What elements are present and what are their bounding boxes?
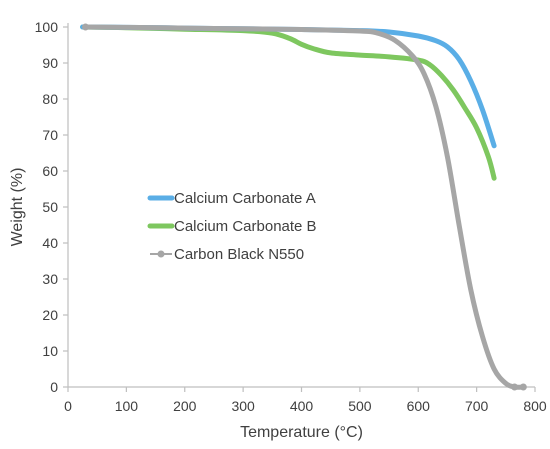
y-tick-label: 10 bbox=[42, 343, 58, 359]
series-line-carbon-black-n550 bbox=[83, 24, 526, 390]
series-point-carbon-black-n550 bbox=[519, 383, 527, 391]
legend-item-calcium-carbonate-a: Calcium Carbonate A bbox=[147, 190, 316, 207]
x-tick-label: 400 bbox=[290, 398, 314, 414]
x-tick-label: 100 bbox=[115, 398, 139, 414]
series-point-carbon-black-n550 bbox=[82, 23, 90, 31]
legend-item-carbon-black-n550: Carbon Black N550 bbox=[150, 246, 304, 263]
x-tick-label: 600 bbox=[407, 398, 431, 414]
x-axis-title: Temperature (°C) bbox=[240, 424, 363, 441]
y-axis-title: Weight (%) bbox=[9, 168, 26, 247]
y-tick-label: 0 bbox=[50, 379, 58, 395]
x-tick-label: 500 bbox=[348, 398, 372, 414]
x-tick-label: 300 bbox=[231, 398, 255, 414]
y-tick-label: 70 bbox=[42, 127, 58, 143]
legend-item-calcium-carbonate-b: Calcium Carbonate B bbox=[147, 218, 317, 235]
x-tick-label: 200 bbox=[173, 398, 197, 414]
y-tick-label: 60 bbox=[42, 163, 58, 179]
x-tick-label: 800 bbox=[523, 398, 547, 414]
y-tick-label: 30 bbox=[42, 271, 58, 287]
legend-label: Calcium Carbonate A bbox=[174, 190, 316, 207]
legend: Calcium Carbonate A Calcium Carbonate B Ca… bbox=[147, 190, 317, 263]
y-tick-label: 80 bbox=[42, 91, 58, 107]
axes: 0 10 20 30 40 50 60 70 80 90 100 0 100 200 300 400 500 60… bbox=[35, 19, 547, 414]
y-tick-label: 40 bbox=[42, 235, 58, 251]
legend-label: Carbon Black N550 bbox=[174, 246, 304, 263]
y-tick-label: 100 bbox=[35, 19, 59, 35]
y-tick-label: 90 bbox=[42, 55, 58, 71]
series-line-calcium-carbonate-a bbox=[80, 24, 497, 149]
series-point-carbon-black-n550 bbox=[511, 383, 519, 391]
legend-marker bbox=[157, 250, 165, 258]
y-tick-label: 50 bbox=[42, 199, 58, 215]
x-tick-label: 0 bbox=[64, 398, 72, 414]
x-tick-label: 700 bbox=[465, 398, 489, 414]
y-tick-label: 20 bbox=[42, 307, 58, 323]
legend-label: Calcium Carbonate B bbox=[174, 218, 317, 235]
series-lines bbox=[80, 23, 527, 391]
